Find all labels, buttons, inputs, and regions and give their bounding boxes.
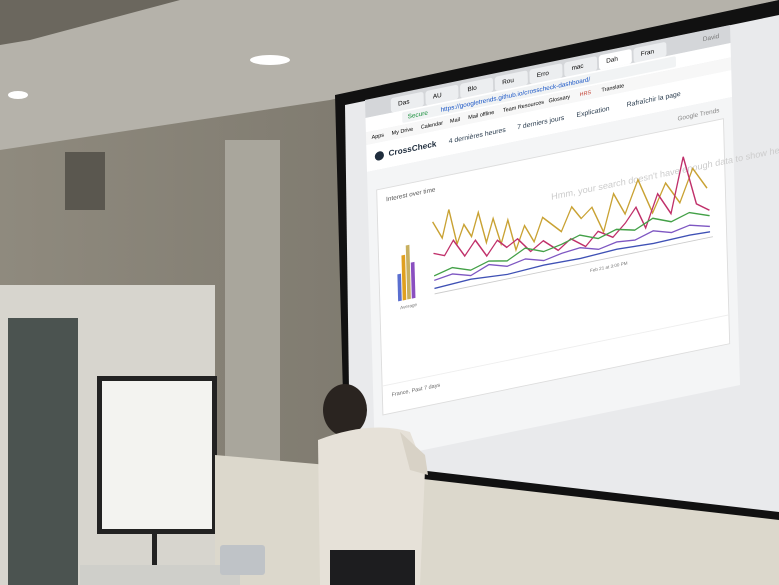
flipchart-paper <box>102 381 212 529</box>
ceiling-light <box>250 55 290 65</box>
scene: Das AU Blo Rou Erro mac Dah Fran David S… <box>0 0 779 585</box>
trousers <box>330 550 415 585</box>
speaker <box>65 152 105 210</box>
curtain <box>225 140 280 470</box>
head <box>323 384 367 436</box>
ceiling-light <box>8 91 28 99</box>
average-bar <box>397 274 401 302</box>
laptop <box>220 545 265 575</box>
table <box>80 565 240 585</box>
door <box>8 318 78 585</box>
